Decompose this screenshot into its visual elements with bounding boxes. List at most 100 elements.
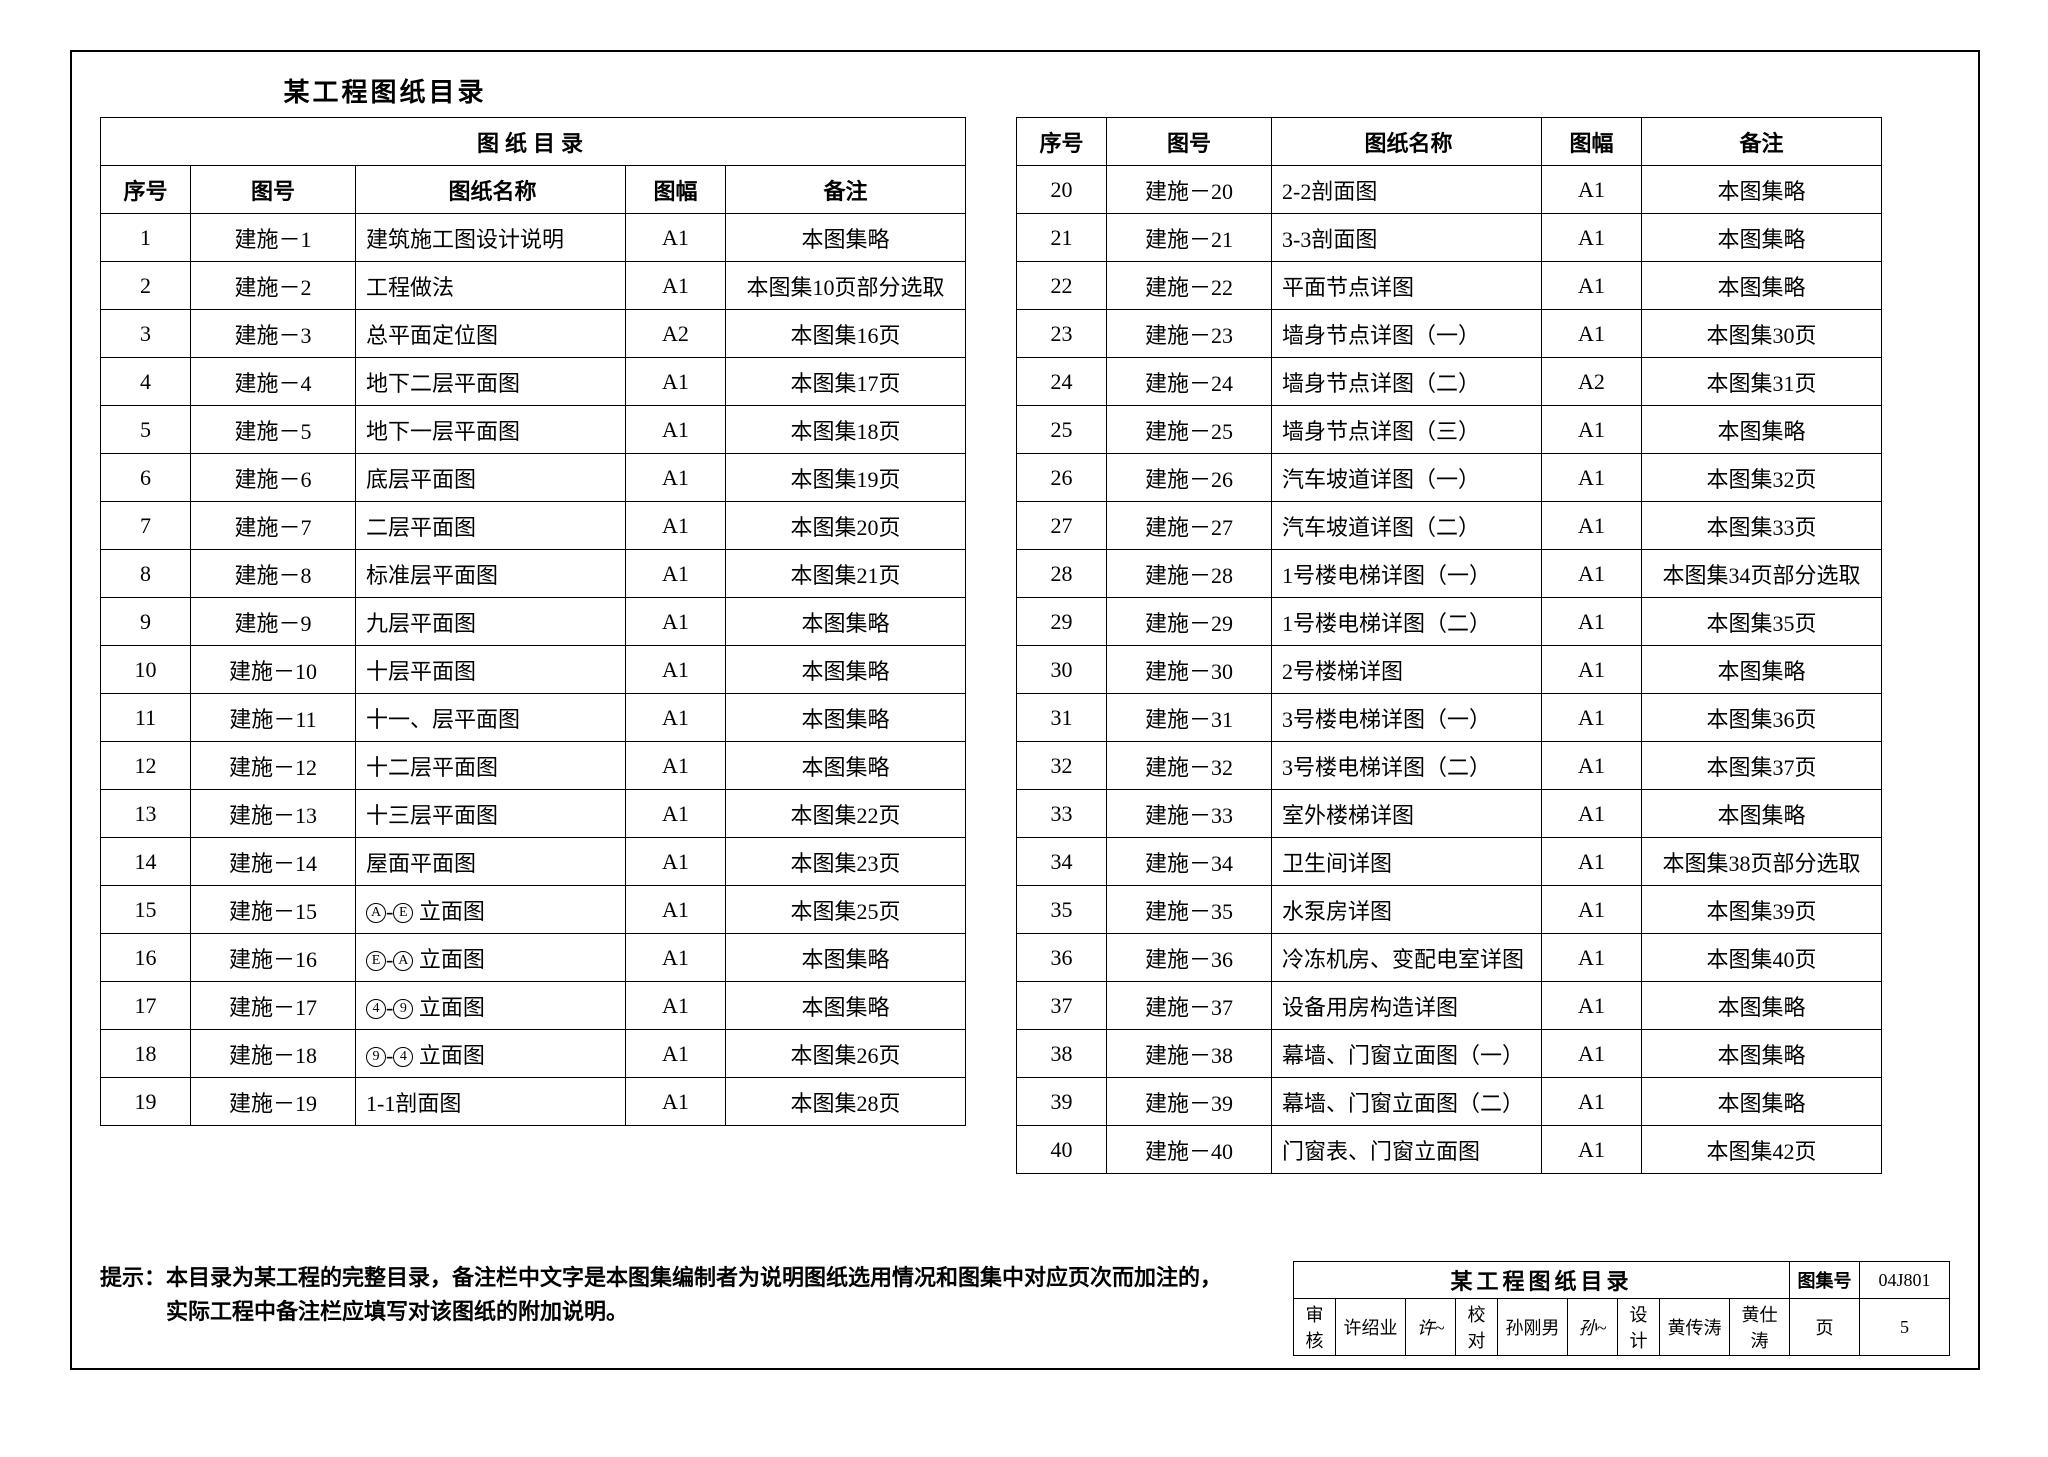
tb-title: 某工程图纸目录 bbox=[1294, 1262, 1790, 1299]
cell-note: 本图集略 bbox=[1642, 1030, 1882, 1078]
cell-num: 建施－30 bbox=[1107, 646, 1272, 694]
cell-seq: 17 bbox=[101, 982, 191, 1030]
table-row: 9建施－9九层平面图A1本图集略 bbox=[101, 598, 966, 646]
table-row: 1建施－1建筑施工图设计说明A1本图集略 bbox=[101, 214, 966, 262]
cell-num: 建施－17 bbox=[191, 982, 356, 1030]
cell-size: A1 bbox=[1542, 886, 1642, 934]
cell-note: 本图集略 bbox=[1642, 982, 1882, 1030]
col-seq: 序号 bbox=[101, 166, 191, 214]
cell-note: 本图集略 bbox=[1642, 262, 1882, 310]
cell-size: A1 bbox=[1542, 310, 1642, 358]
cell-num: 建施－16 bbox=[191, 934, 356, 982]
cell-seq: 30 bbox=[1017, 646, 1107, 694]
cell-name: 1号楼电梯详图（二） bbox=[1272, 598, 1542, 646]
catalog-table-left: 图纸目录 序号图号图纸名称图幅备注1建施－1建筑施工图设计说明A1本图集略2建施… bbox=[100, 117, 966, 1126]
table-row: 26建施－26汽车坡道详图（一）A1本图集32页 bbox=[1017, 454, 1882, 502]
col-size: 图幅 bbox=[626, 166, 726, 214]
cell-size: A1 bbox=[626, 742, 726, 790]
cell-name: 二层平面图 bbox=[356, 502, 626, 550]
cell-seq: 16 bbox=[101, 934, 191, 982]
cell-size: A1 bbox=[626, 934, 726, 982]
tb-review-label: 审核 bbox=[1294, 1299, 1336, 1356]
cell-num: 建施－23 bbox=[1107, 310, 1272, 358]
cell-size: A1 bbox=[1542, 454, 1642, 502]
cell-note: 本图集23页 bbox=[726, 838, 966, 886]
cell-num: 建施－13 bbox=[191, 790, 356, 838]
drawing-sheet: 某工程图纸目录 图纸目录 序号图号图纸名称图幅备注1建施－1建筑施工图设计说明A… bbox=[70, 50, 1980, 1370]
col-name: 图纸名称 bbox=[1272, 118, 1542, 166]
cell-size: A1 bbox=[1542, 1126, 1642, 1174]
cell-num: 建施－15 bbox=[191, 886, 356, 934]
cell-size: A1 bbox=[1542, 406, 1642, 454]
cell-num: 建施－19 bbox=[191, 1078, 356, 1126]
cell-num: 建施－1 bbox=[191, 214, 356, 262]
col-note: 备注 bbox=[1642, 118, 1882, 166]
cell-name: A-E 立面图 bbox=[356, 886, 626, 934]
table-row: 13建施－13十三层平面图A1本图集22页 bbox=[101, 790, 966, 838]
cell-seq: 20 bbox=[1017, 166, 1107, 214]
table-columns: 图纸目录 序号图号图纸名称图幅备注1建施－1建筑施工图设计说明A1本图集略2建施… bbox=[100, 117, 1950, 1174]
cell-name: 十三层平面图 bbox=[356, 790, 626, 838]
table-row: 12建施－12十二层平面图A1本图集略 bbox=[101, 742, 966, 790]
col-num: 图号 bbox=[191, 166, 356, 214]
cell-seq: 5 bbox=[101, 406, 191, 454]
cell-name: 标准层平面图 bbox=[356, 550, 626, 598]
cell-num: 建施－7 bbox=[191, 502, 356, 550]
table-row: 29建施－291号楼电梯详图（二）A1本图集35页 bbox=[1017, 598, 1882, 646]
cell-num: 建施－26 bbox=[1107, 454, 1272, 502]
table-row: 20建施－202-2剖面图A1本图集略 bbox=[1017, 166, 1882, 214]
cell-note: 本图集略 bbox=[726, 934, 966, 982]
cell-num: 建施－29 bbox=[1107, 598, 1272, 646]
cell-num: 建施－35 bbox=[1107, 886, 1272, 934]
cell-note: 本图集33页 bbox=[1642, 502, 1882, 550]
footer: 提示：本目录为某工程的完整目录，备注栏中文字是本图集编制者为说明图纸选用情况和图… bbox=[100, 1261, 1950, 1356]
cell-seq: 3 bbox=[101, 310, 191, 358]
cell-note: 本图集略 bbox=[1642, 166, 1882, 214]
cell-size: A1 bbox=[626, 1078, 726, 1126]
cell-size: A1 bbox=[626, 502, 726, 550]
table-row: 4建施－4地下二层平面图A1本图集17页 bbox=[101, 358, 966, 406]
cell-size: A1 bbox=[1542, 1078, 1642, 1126]
cell-seq: 36 bbox=[1017, 934, 1107, 982]
table-row: 17建施－174-9 立面图A1本图集略 bbox=[101, 982, 966, 1030]
cell-name: 墙身节点详图（二） bbox=[1272, 358, 1542, 406]
cell-name: 九层平面图 bbox=[356, 598, 626, 646]
table-row: 24建施－24墙身节点详图（二）A2本图集31页 bbox=[1017, 358, 1882, 406]
table-row: 7建施－7二层平面图A1本图集20页 bbox=[101, 502, 966, 550]
table-caption: 图纸目录 bbox=[101, 118, 966, 166]
col-note: 备注 bbox=[726, 166, 966, 214]
cell-note: 本图集30页 bbox=[1642, 310, 1882, 358]
cell-note: 本图集25页 bbox=[726, 886, 966, 934]
cell-size: A1 bbox=[1542, 790, 1642, 838]
cell-name: 4-9 立面图 bbox=[356, 982, 626, 1030]
cell-size: A1 bbox=[1542, 166, 1642, 214]
cell-seq: 21 bbox=[1017, 214, 1107, 262]
cell-size: A1 bbox=[626, 1030, 726, 1078]
tb-design-label: 设计 bbox=[1618, 1299, 1660, 1356]
cell-seq: 19 bbox=[101, 1078, 191, 1126]
cell-name: 3-3剖面图 bbox=[1272, 214, 1542, 262]
cell-num: 建施－39 bbox=[1107, 1078, 1272, 1126]
tb-page-label: 页 bbox=[1790, 1299, 1860, 1356]
cell-name: 3号楼电梯详图（二） bbox=[1272, 742, 1542, 790]
cell-seq: 11 bbox=[101, 694, 191, 742]
hint-text: 提示：本目录为某工程的完整目录，备注栏中文字是本图集编制者为说明图纸选用情况和图… bbox=[100, 1261, 1273, 1329]
table-row: 34建施－34卫生间详图A1本图集38页部分选取 bbox=[1017, 838, 1882, 886]
tb-set-no: 04J801 bbox=[1860, 1262, 1950, 1299]
cell-seq: 25 bbox=[1017, 406, 1107, 454]
cell-seq: 4 bbox=[101, 358, 191, 406]
table-row: 14建施－14屋面平面图A1本图集23页 bbox=[101, 838, 966, 886]
cell-size: A1 bbox=[626, 262, 726, 310]
table-row: 38建施－38幕墙、门窗立面图（一）A1本图集略 bbox=[1017, 1030, 1882, 1078]
cell-seq: 8 bbox=[101, 550, 191, 598]
cell-name: E-A 立面图 bbox=[356, 934, 626, 982]
cell-name: 墙身节点详图（三） bbox=[1272, 406, 1542, 454]
cell-name: 汽车坡道详图（一） bbox=[1272, 454, 1542, 502]
tb-set-label: 图集号 bbox=[1790, 1262, 1860, 1299]
cell-seq: 34 bbox=[1017, 838, 1107, 886]
cell-seq: 40 bbox=[1017, 1126, 1107, 1174]
tb-design-sig: 黄仕涛 bbox=[1730, 1299, 1790, 1356]
cell-note: 本图集略 bbox=[726, 742, 966, 790]
cell-size: A1 bbox=[1542, 214, 1642, 262]
table-row: 39建施－39幕墙、门窗立面图（二）A1本图集略 bbox=[1017, 1078, 1882, 1126]
